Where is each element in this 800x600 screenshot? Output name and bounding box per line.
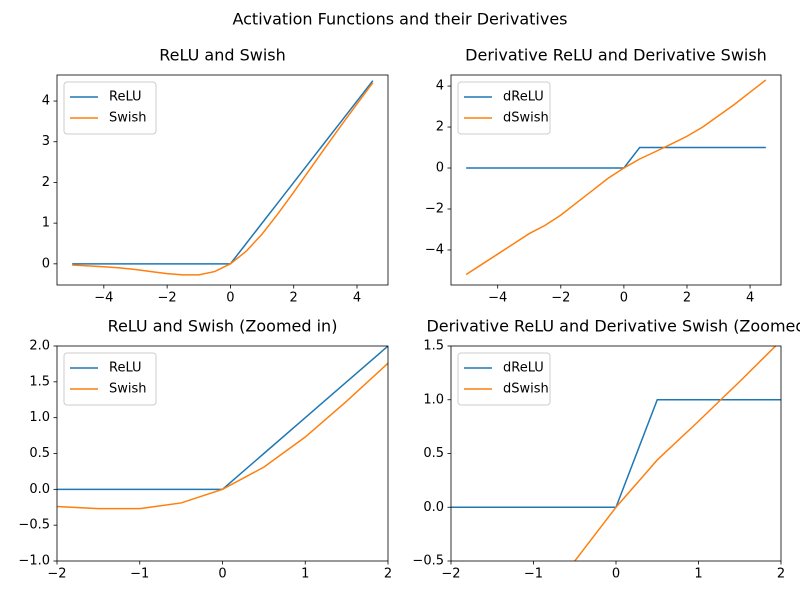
line-series [72,82,374,276]
y-tick-label: 0 [436,161,444,176]
x-tick-label: 2 [683,291,691,306]
y-tick-label: 0.0 [29,482,50,497]
legend-label: dSwish [503,382,549,397]
subplot-title: ReLU and Swish (Zoomed in) [108,317,338,336]
x-tick-label: 4 [746,291,754,306]
legend-label: ReLU [109,361,142,376]
y-tick-label: 1.5 [423,339,444,354]
x-tick-label: 1 [301,567,309,582]
x-tick-label: −1 [524,567,543,582]
y-tick-label: 0.5 [423,446,444,461]
y-tick-label: −0.5 [412,554,444,569]
y-tick-label: −1.0 [18,554,50,569]
x-tick-label: 0 [612,567,620,582]
legend-label: ReLU [109,90,142,105]
y-tick-label: 0 [42,256,50,271]
subplot-title: Derivative ReLU and Derivative Swish [465,46,767,65]
y-tick-label: 1.5 [29,374,50,389]
y-tick-label: 1.0 [29,410,50,425]
plot-area [451,346,781,561]
legend-label: Swish [109,111,147,126]
x-tick-label: −4 [94,291,113,306]
y-tick-label: 3 [42,134,50,149]
x-tick-label: −2 [441,567,460,582]
y-tick-label: 4 [436,79,444,94]
y-tick-label: 1.0 [423,392,444,407]
y-tick-label: 0.0 [423,500,444,515]
y-tick-label: 2.0 [29,339,50,354]
legend-label: dReLU [503,90,544,105]
line-series [451,399,781,508]
x-tick-label: 2 [777,567,785,582]
plot-area [465,79,767,276]
y-tick-label: 0.5 [29,446,50,461]
y-tick-label: −0.5 [18,518,50,533]
x-tick-label: 2 [384,567,392,582]
x-tick-label: 4 [353,291,361,306]
x-tick-label: −2 [158,291,177,306]
plot-area [57,346,388,510]
legend-box [457,81,551,135]
x-tick-label: −1 [130,567,149,582]
legend-label: Swish [109,382,147,397]
y-tick-label: 2 [436,120,444,135]
line-series [57,346,388,491]
x-tick-label: −2 [551,291,570,306]
y-tick-label: −2 [425,201,444,216]
x-tick-label: −4 [488,291,507,306]
axes-frame [56,74,389,286]
line-series [465,79,767,276]
y-tick-label: 4 [42,94,50,109]
line-series [466,146,766,169]
legend-label: dReLU [503,361,544,376]
x-tick-label: 0 [226,291,234,306]
plot-area [72,80,374,276]
figure-title: Activation Functions and their Derivativ… [232,10,567,29]
x-tick-label: −2 [47,567,66,582]
subplot-title: Derivative ReLU and Derivative Swish (Zo… [426,317,800,336]
x-tick-label: 1 [694,567,702,582]
line-series [57,362,388,510]
legend-box [63,81,157,135]
line-series [72,80,374,265]
y-tick-label: 2 [42,175,50,190]
axes-frame [450,74,782,286]
subplot-title: ReLU and Swish [159,46,286,65]
x-tick-label: 0 [620,291,628,306]
legend-box [457,352,551,406]
y-tick-label: −4 [425,242,444,257]
x-tick-label: 2 [290,291,298,306]
x-tick-label: 0 [218,567,226,582]
line-series [573,346,777,561]
y-tick-label: 1 [42,216,50,231]
legend-label: dSwish [503,111,549,126]
legend-box [63,352,157,406]
